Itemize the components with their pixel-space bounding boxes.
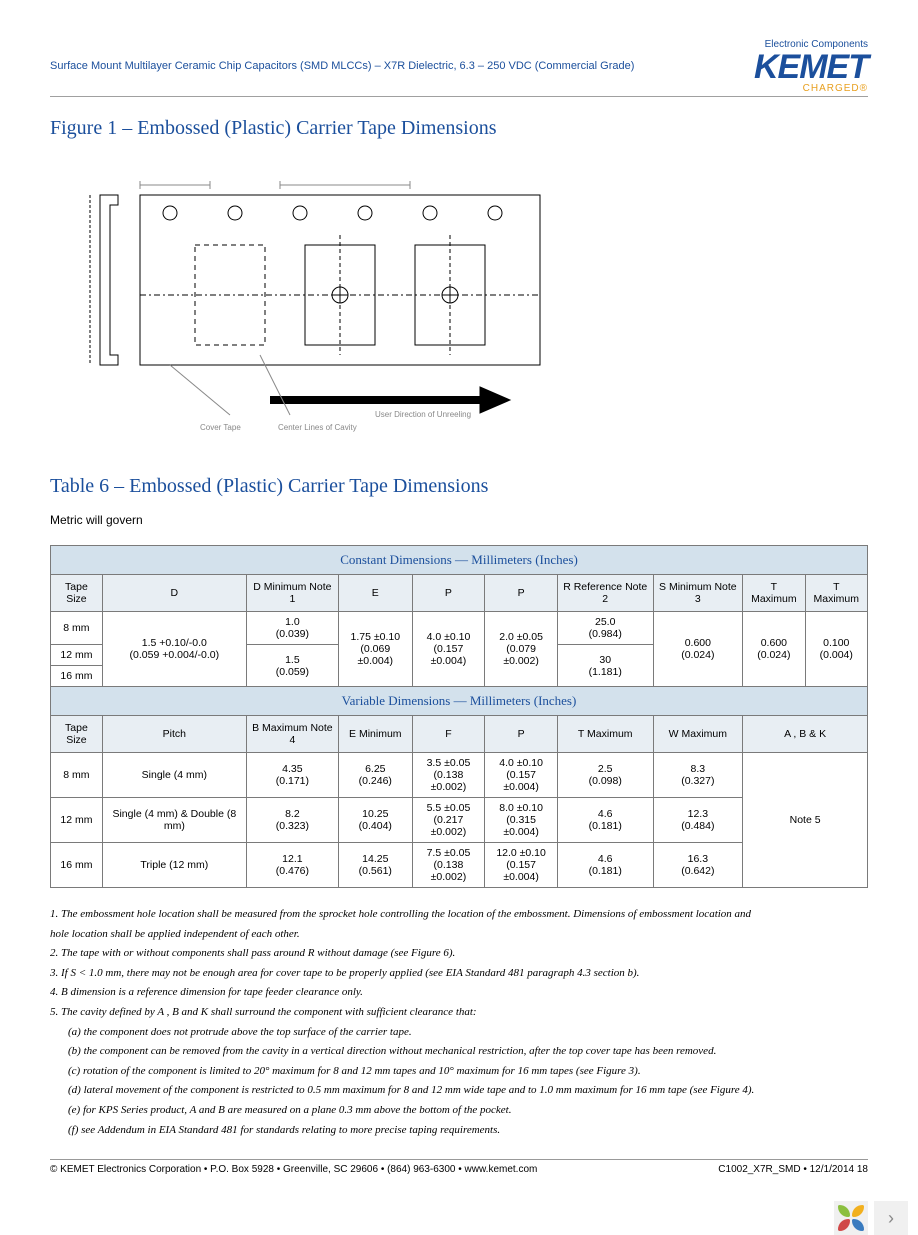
band2-title: Variable Dimensions — Millimeters (Inche… [51,687,868,716]
figure1-title: Figure 1 – Embossed (Plastic) Carrier Ta… [50,117,868,140]
page-footer: © KEMET Electronics Corporation • P.O. B… [50,1159,868,1175]
cell: 2.5 (0.098) [557,753,653,798]
cell: 8.0 ±0.10 (0.315 ±0.004) [485,798,558,843]
cell: 7.5 ±0.05 (0.138 ±0.002) [412,843,485,888]
col-head: E Minimum [338,716,412,753]
note-line: 1. The embossment hole location shall be… [50,906,868,924]
cell: 16 mm [51,843,103,888]
cell: 8.2 (0.323) [246,798,338,843]
cell: 25.0 (0.984) [557,612,653,645]
note-line: (d) lateral movement of the component is… [50,1082,868,1100]
cell: 14.25 (0.561) [338,843,412,888]
cell: 16 mm [51,666,103,687]
col-head: B Maximum Note 4 [246,716,338,753]
col-head: P [485,575,558,612]
header-subtitle: Surface Mount Multilayer Ceramic Chip Ca… [50,40,634,72]
table6-title: Table 6 – Embossed (Plastic) Carrier Tap… [50,475,868,498]
note-line: 2. The tape with or without components s… [50,945,868,963]
svg-text:User Direction of Unreeling: User Direction of Unreeling [375,410,471,419]
cell: 3.5 ±0.05 (0.138 ±0.002) [412,753,485,798]
cell: Single (4 mm) [102,753,246,798]
cell: 6.25 (0.246) [338,753,412,798]
cell: 8 mm [51,612,103,645]
cell: 4.0 ±0.10 (0.157 ±0.004) [412,612,485,687]
col-head: W Maximum [653,716,743,753]
cell: 1.5 +0.10/-0.0 (0.059 +0.004/-0.0) [102,612,246,687]
note-line: 5. The cavity defined by A , B and K sha… [50,1004,868,1022]
col-head: R Reference Note 2 [557,575,653,612]
cell: 1.75 ±0.10 (0.069 ±0.004) [338,612,412,687]
col-head: E [338,575,412,612]
cell: 0.600 (0.024) [743,612,805,687]
cell: 12 mm [51,798,103,843]
note-line: (e) for KPS Series product, A and B are … [50,1102,868,1120]
cell: 4.6 (0.181) [557,843,653,888]
col-head: T Maximum [557,716,653,753]
col-head: P [412,575,485,612]
note-line: (f) see Addendum in EIA Standard 481 for… [50,1122,868,1140]
pinwheel-icon[interactable] [834,1201,868,1235]
cell: 4.35 (0.171) [246,753,338,798]
col-head: P [485,716,558,753]
cell: Note 5 [743,753,868,888]
col-head: Tape Size [51,716,103,753]
col-head: S Minimum Note 3 [653,575,743,612]
col-head: F [412,716,485,753]
col-head: A , B & K [743,716,868,753]
pager: › [834,1201,908,1235]
cell: 4.6 (0.181) [557,798,653,843]
col-head: D Minimum Note 1 [246,575,338,612]
cell: Triple (12 mm) [102,843,246,888]
note-line: hole location shall be applied independe… [50,926,868,944]
col-head: T Maximum [805,575,867,612]
cell: 12.3 (0.484) [653,798,743,843]
cell: 30 (1.181) [557,645,653,687]
col-head: Tape Size [51,575,103,612]
note-line: (c) rotation of the component is limited… [50,1063,868,1081]
cell: Single (4 mm) & Double (8 mm) [102,798,246,843]
svg-text:Center Lines of Cavity: Center Lines of Cavity [278,423,357,432]
footnotes: 1. The embossment hole location shall be… [50,906,868,1139]
cell: 12.1 (0.476) [246,843,338,888]
band1-title: Constant Dimensions — Millimeters (Inche… [51,546,868,575]
cell: 12.0 ±0.10 (0.157 ±0.004) [485,843,558,888]
cell: 8 mm [51,753,103,798]
page-header: Surface Mount Multilayer Ceramic Chip Ca… [50,40,868,97]
cell: 0.100 (0.004) [805,612,867,687]
brand-name: KEMET [754,50,868,84]
footer-left: © KEMET Electronics Corporation • P.O. B… [50,1164,537,1175]
cell: 1.5 (0.059) [246,645,338,687]
note-line: (a) the component does not protrude abov… [50,1024,868,1042]
metric-governs: Metric will govern [50,513,868,527]
col-head: Pitch [102,716,246,753]
cell: 4.0 ±0.10 (0.157 ±0.004) [485,753,558,798]
cell: 2.0 ±0.05 (0.079 ±0.002) [485,612,558,687]
footer-right: C1002_X7R_SMD • 12/1/2014 18 [718,1164,868,1175]
cell: 10.25 (0.404) [338,798,412,843]
brand-logo: Electronic Components KEMET CHARGED® [754,40,868,94]
note-line: 3. If S < 1.0 mm, there may not be enoug… [50,965,868,983]
cell: 0.600 (0.024) [653,612,743,687]
next-page-button[interactable]: › [874,1201,908,1235]
col-head: T Maximum [743,575,805,612]
note-line: (b) the component can be removed from th… [50,1043,868,1061]
figure1-drawing: User Direction of Unreeling Cover Tape C… [80,155,560,435]
cell: 16.3 (0.642) [653,843,743,888]
cell: 8.3 (0.327) [653,753,743,798]
svg-text:Cover Tape: Cover Tape [200,423,241,432]
cell: 12 mm [51,645,103,666]
cell: 1.0 (0.039) [246,612,338,645]
col-head: D [102,575,246,612]
note-line: 4. B dimension is a reference dimension … [50,984,868,1002]
cell: 5.5 ±0.05 (0.217 ±0.002) [412,798,485,843]
dimensions-table: Constant Dimensions — Millimeters (Inche… [50,545,868,888]
